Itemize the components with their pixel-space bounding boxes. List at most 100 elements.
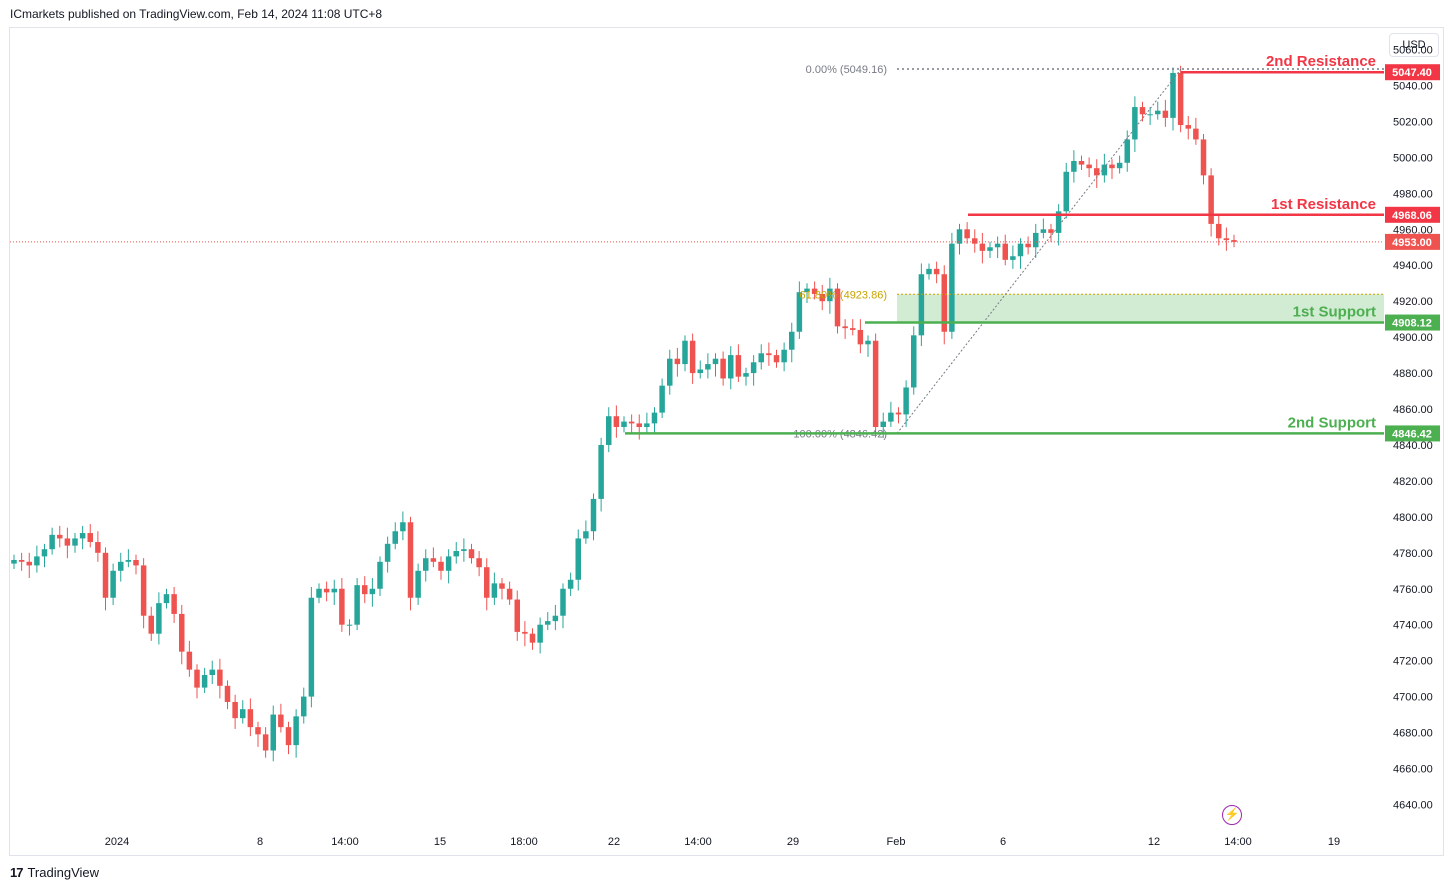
y-tick-label: 4960.00 [1393, 224, 1433, 236]
candle-body [834, 288, 841, 327]
candle-body [11, 560, 17, 564]
currency-button[interactable]: USD [1389, 33, 1439, 57]
candle-body [636, 423, 642, 427]
candle-body [606, 416, 612, 445]
candle-body [522, 631, 528, 634]
candle-body [545, 621, 551, 625]
candle-body [758, 353, 764, 363]
y-tick-label: 4820.00 [1393, 476, 1433, 488]
candle-body [750, 362, 757, 374]
fib-label: 61.80% (4923.86) [800, 289, 887, 301]
candle-body [1078, 161, 1085, 165]
candle-body [171, 594, 177, 614]
x-tick-label: 6 [1000, 836, 1006, 848]
candle-body [18, 560, 25, 562]
lightning-icon[interactable]: ⚡ [1222, 805, 1242, 825]
level-price-tag [1385, 64, 1440, 81]
candle-body [255, 727, 261, 735]
candle-body [850, 328, 856, 330]
candle-body [941, 274, 947, 332]
candle-body [156, 603, 162, 634]
y-tick-label: 4680.00 [1393, 728, 1433, 740]
candle-body [453, 551, 459, 557]
y-tick-label: 4980.00 [1393, 188, 1433, 200]
candle-body [323, 588, 330, 593]
candle-body [1048, 229, 1054, 233]
candle-body [949, 243, 955, 332]
y-tick-label: 4920.00 [1393, 296, 1433, 308]
candle-body [1177, 72, 1184, 126]
candle-body [865, 340, 871, 345]
x-tick-label: 14:00 [684, 836, 712, 848]
x-tick-label: 19 [1328, 836, 1340, 848]
candle-body [26, 561, 32, 566]
candle-body [1109, 164, 1115, 169]
candle-body [1193, 128, 1199, 140]
candle-body [1216, 223, 1222, 239]
candle-body [461, 549, 467, 552]
x-tick-label: 18:00 [510, 836, 538, 848]
x-tick-label: 14:00 [331, 836, 359, 848]
candle-body [476, 558, 482, 568]
candle-body [316, 588, 322, 598]
publisher-header: ICmarkets published on TradingView.com, … [10, 7, 383, 21]
candle-body [1002, 243, 1008, 260]
level-name: 1st Support [1293, 304, 1376, 321]
x-tick-label: 8 [257, 836, 263, 848]
y-tick-label: 4700.00 [1393, 692, 1433, 704]
level-price-tag [1385, 425, 1440, 442]
current-price-label: 4953.00 [1392, 237, 1432, 249]
candle-body [400, 522, 406, 532]
candle-body [743, 373, 749, 377]
candle-body [79, 533, 86, 539]
tradingview-logo-icon: 17 [10, 865, 24, 880]
level-price-tag [1385, 206, 1440, 223]
candle-body [1116, 162, 1123, 169]
x-tick-label: 2024 [105, 836, 129, 848]
candle-body [270, 714, 276, 751]
fib-label: 0.00% (5049.16) [806, 64, 887, 76]
candle-body [491, 583, 498, 598]
candle-body [872, 340, 879, 427]
candle-body [377, 561, 383, 589]
candle-body [667, 358, 673, 386]
y-tick-label: 4880.00 [1393, 368, 1433, 380]
candle-body [659, 385, 665, 413]
y-tick-label: 4860.00 [1393, 404, 1433, 416]
y-tick-label: 5020.00 [1393, 116, 1433, 128]
y-tick-label: 4740.00 [1393, 620, 1433, 632]
candle-body [651, 412, 658, 424]
candle-body [781, 349, 787, 363]
candle-body [499, 583, 505, 589]
candle-body [789, 331, 795, 350]
candle-body [392, 531, 398, 544]
current-price-tag [1385, 233, 1440, 250]
candle-body [1132, 107, 1138, 140]
candle-body [1063, 171, 1069, 212]
candle-body [1162, 110, 1169, 118]
candle-body [537, 624, 543, 643]
level-price-tag [1385, 314, 1440, 331]
candle-body [224, 685, 231, 702]
footer-brand: TradingView [27, 865, 100, 880]
candle-body [811, 288, 818, 294]
candle-body [217, 669, 223, 686]
candle-body [163, 594, 170, 604]
candle-body [804, 288, 810, 293]
candle-body [1170, 72, 1176, 118]
candle-body [766, 353, 772, 356]
candle-body [41, 549, 48, 557]
candle-body [895, 412, 902, 415]
candle-body [888, 412, 894, 422]
candle-body [102, 552, 109, 598]
y-tick-label: 4720.00 [1393, 656, 1433, 668]
candle-body [118, 561, 124, 571]
candle-body [590, 498, 597, 532]
level-price-label: 4908.12 [1392, 318, 1432, 330]
candle-body [87, 533, 93, 543]
candle-body [911, 335, 917, 388]
candle-body [514, 599, 520, 632]
candle-body [796, 292, 803, 332]
candle-body [926, 268, 932, 275]
